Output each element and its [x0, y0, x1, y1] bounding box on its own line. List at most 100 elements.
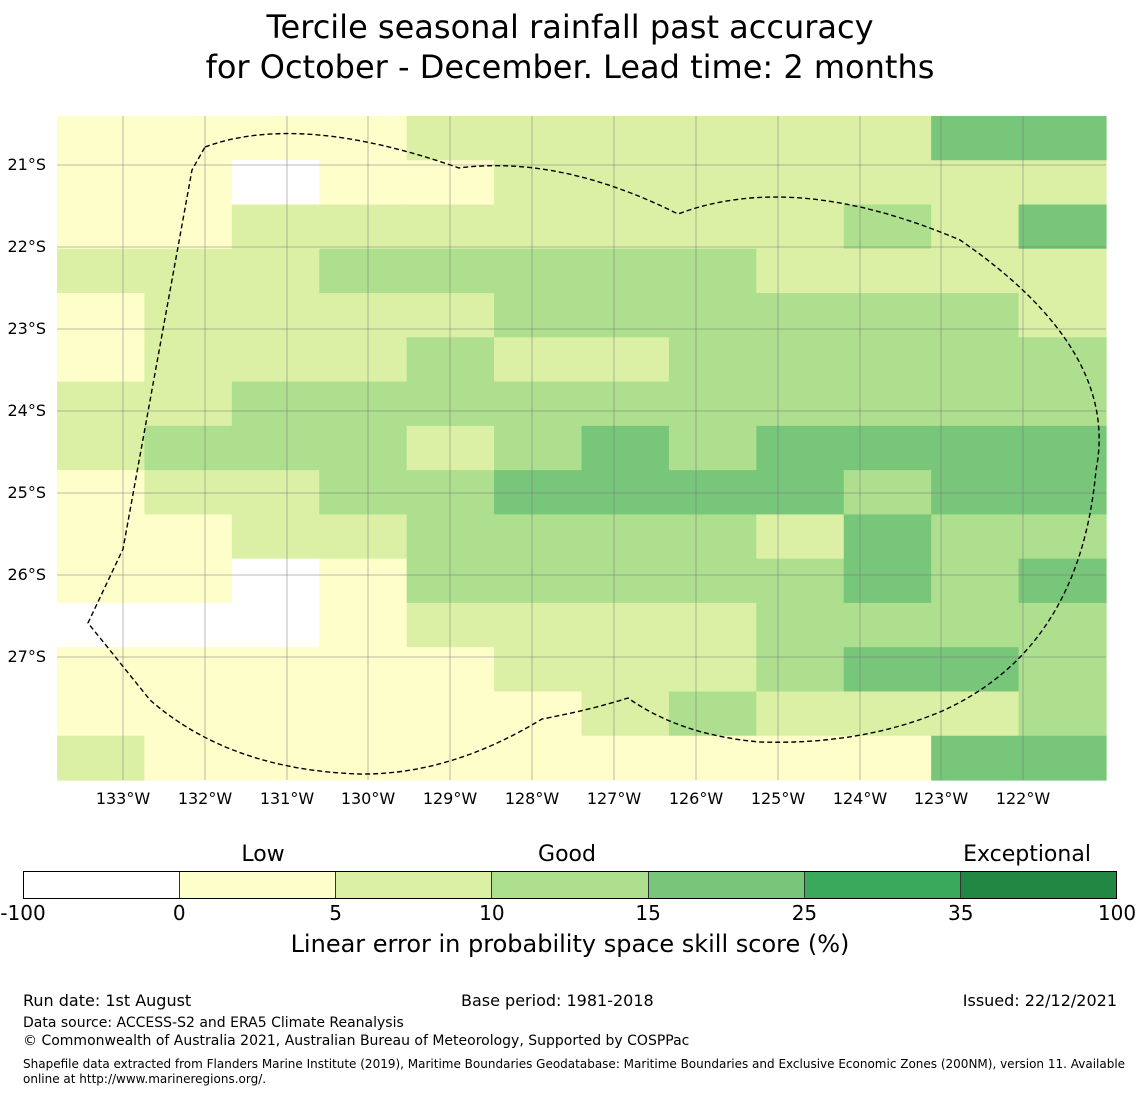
skill-cell — [406, 425, 495, 471]
skill-cell — [581, 602, 670, 648]
skill-cell — [1018, 514, 1107, 560]
colorbar-tick-label: 10 — [479, 901, 505, 925]
skill-cell — [756, 602, 845, 648]
skill-cell — [494, 248, 583, 294]
skill-cell — [231, 514, 320, 560]
skill-cell — [931, 558, 1020, 604]
skill-cell — [581, 514, 670, 560]
skill-cell — [931, 293, 1020, 338]
colorbar-tick-label: 25 — [791, 901, 818, 925]
skill-cell — [57, 691, 146, 737]
skill-cell — [231, 160, 320, 206]
skill-cell — [843, 248, 932, 294]
latitude-label: 24°S — [7, 401, 46, 420]
skill-cell — [319, 381, 408, 427]
skill-cell — [843, 514, 932, 560]
skill-cell — [1018, 381, 1107, 427]
skill-cell — [931, 160, 1020, 206]
skill-cell — [319, 116, 408, 161]
skill-cell — [668, 337, 757, 383]
run-date: Run date: 1st August — [23, 991, 192, 1010]
skill-cell — [144, 425, 233, 471]
eez-boundary — [87, 132, 1100, 775]
skill-cell — [931, 514, 1020, 560]
skill-cell — [319, 602, 408, 648]
skill-cell — [494, 514, 583, 560]
skill-cell — [1018, 116, 1107, 161]
colorbar-tick-label: 5 — [329, 901, 342, 925]
skill-cell — [406, 602, 495, 648]
skill-cell — [843, 337, 932, 383]
skill-cell — [581, 381, 670, 427]
skill-cell — [668, 735, 757, 781]
skill-cell — [931, 116, 1020, 161]
latitude-label: 27°S — [7, 647, 46, 666]
category-good: Good — [538, 842, 596, 867]
skill-cell — [231, 381, 320, 427]
skill-cell — [843, 602, 932, 648]
skill-cell — [406, 647, 495, 693]
skill-cell — [144, 160, 233, 206]
skill-cell — [231, 248, 320, 294]
skill-cell — [931, 735, 1020, 781]
skill-cell — [843, 735, 932, 781]
data-source: Data source: ACCESS-S2 and ERA5 Climate … — [23, 1015, 404, 1031]
skill-cell — [319, 558, 408, 604]
skill-cell — [144, 381, 233, 427]
graticule — [57, 116, 1106, 780]
longitude-label: 125°W — [750, 789, 806, 808]
longitude-label: 124°W — [832, 789, 888, 808]
skill-cell — [57, 204, 146, 250]
skill-cell — [406, 381, 495, 427]
skill-cell — [144, 735, 233, 781]
skill-cell — [931, 337, 1020, 383]
skill-cell — [581, 735, 670, 781]
category-exceptional: Exceptional — [963, 842, 1091, 867]
colorbar-segment — [179, 872, 336, 898]
skill-cell — [581, 337, 670, 383]
longitude-label: 133°W — [95, 789, 151, 808]
skill-cell — [319, 160, 408, 206]
skill-cell — [494, 116, 583, 161]
skill-cell — [1018, 160, 1107, 206]
skill-cell — [668, 647, 757, 693]
skill-cell — [57, 116, 146, 161]
skill-cell — [1018, 558, 1107, 604]
skill-cell — [756, 558, 845, 604]
colorbar — [23, 871, 1117, 899]
map-plot — [57, 116, 1107, 781]
skill-cell — [931, 425, 1020, 471]
skill-cell — [57, 602, 146, 648]
skill-cell — [494, 558, 583, 604]
skill-cell — [231, 647, 320, 693]
skill-cell — [1018, 248, 1107, 294]
skill-cell — [843, 425, 932, 471]
colorbar-segment — [335, 872, 492, 898]
skill-cell — [756, 514, 845, 560]
skill-cell — [843, 293, 932, 338]
skill-cell — [931, 381, 1020, 427]
skill-cell — [668, 248, 757, 294]
skill-cell — [231, 602, 320, 648]
longitude-label: 123°W — [913, 789, 969, 808]
skill-cell — [144, 558, 233, 604]
skill-cell — [581, 204, 670, 250]
skill-cell — [144, 647, 233, 693]
skill-cell — [231, 735, 320, 781]
colorbar-tick-label: 100 — [1097, 901, 1137, 925]
skill-cell — [668, 470, 757, 515]
skill-cell — [931, 470, 1020, 515]
skill-cell — [406, 514, 495, 560]
colorbar-tick-label: 15 — [635, 901, 661, 925]
skill-cell — [57, 337, 146, 383]
skill-cell — [756, 470, 845, 515]
skill-cell — [319, 425, 408, 471]
skill-cell — [57, 160, 146, 206]
skill-cell — [756, 381, 845, 427]
skill-cell — [756, 248, 845, 294]
skill-cell — [756, 735, 845, 781]
colorbar-segment — [24, 872, 180, 898]
skill-cell — [756, 691, 845, 737]
skill-cell — [406, 248, 495, 294]
skill-cell — [406, 735, 495, 781]
